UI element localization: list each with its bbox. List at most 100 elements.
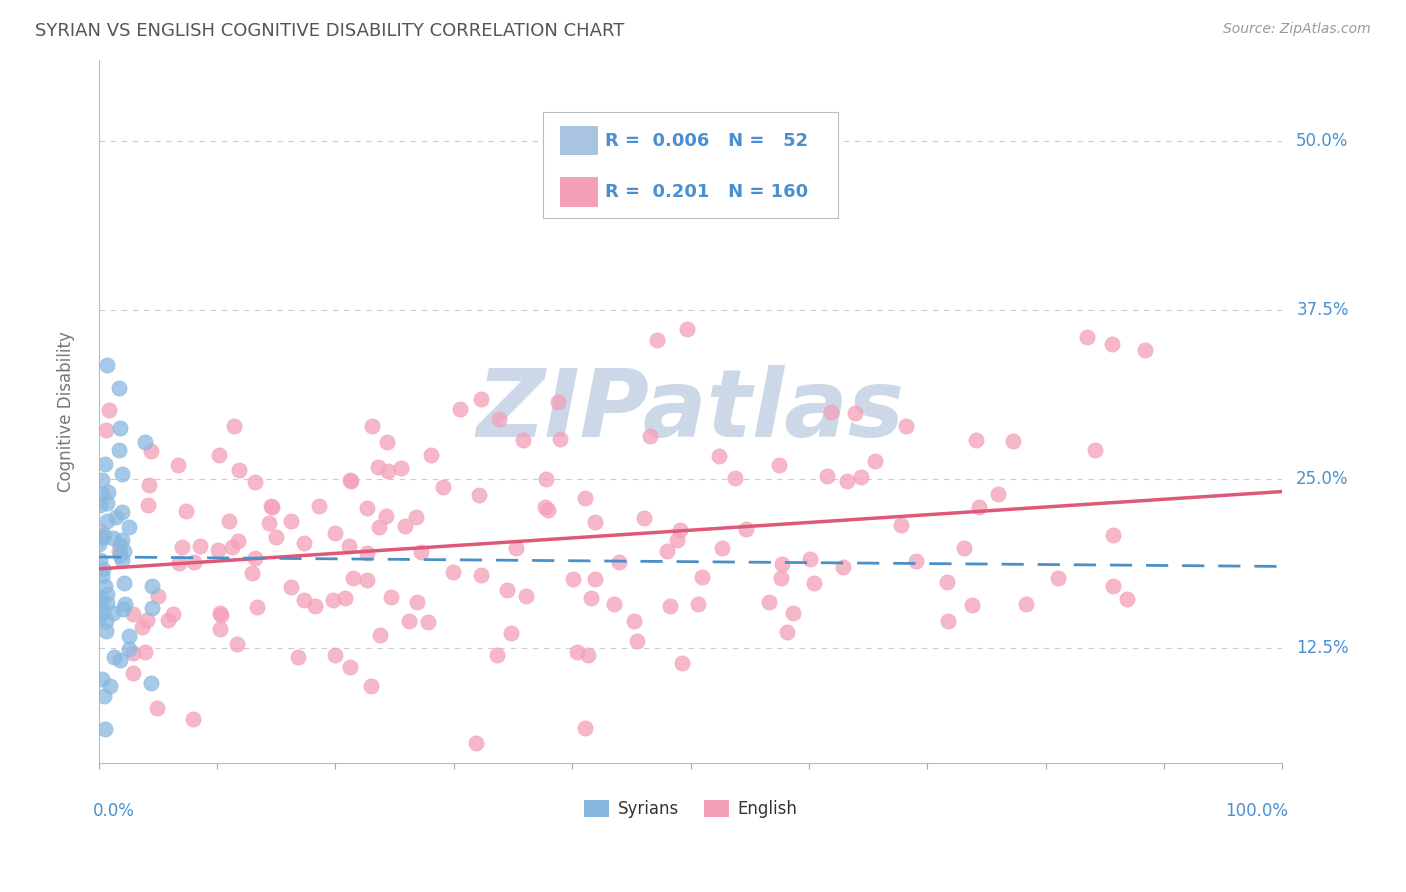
Point xyxy=(96,496,118,510)
Point xyxy=(167,556,190,570)
Point xyxy=(1047,571,1070,585)
FancyBboxPatch shape xyxy=(561,126,598,155)
Point xyxy=(467,488,489,502)
Point xyxy=(114,597,136,611)
Point xyxy=(441,565,464,579)
Point xyxy=(108,443,131,458)
Point xyxy=(138,477,160,491)
Point xyxy=(96,596,118,610)
Point xyxy=(579,591,602,605)
Point xyxy=(243,475,266,489)
Point xyxy=(90,672,112,686)
Point xyxy=(512,433,534,447)
Point xyxy=(323,526,346,541)
Point xyxy=(360,679,382,693)
Point xyxy=(548,432,571,446)
Point xyxy=(110,553,132,567)
Point xyxy=(101,531,124,545)
Point xyxy=(1135,343,1157,358)
Point xyxy=(112,575,135,590)
Point xyxy=(93,689,115,703)
Point xyxy=(94,723,117,737)
Point xyxy=(94,624,117,638)
Point xyxy=(405,509,427,524)
Point xyxy=(377,464,399,478)
Point xyxy=(183,712,205,726)
Point xyxy=(536,503,558,517)
Point xyxy=(449,402,471,417)
Point xyxy=(209,623,232,637)
Point xyxy=(122,646,145,660)
Point xyxy=(1101,336,1123,351)
Point xyxy=(111,601,134,615)
Point xyxy=(470,568,492,582)
Legend: Syrians, English: Syrians, English xyxy=(578,794,804,825)
Point xyxy=(416,615,439,630)
Point xyxy=(246,600,269,615)
Point xyxy=(93,562,115,576)
Point xyxy=(118,641,141,656)
Point xyxy=(260,500,283,514)
Point xyxy=(308,499,330,513)
Point xyxy=(90,569,112,583)
Point xyxy=(89,553,111,567)
Point xyxy=(93,579,115,593)
Point xyxy=(121,607,143,622)
Point xyxy=(768,458,790,473)
Point xyxy=(136,498,159,512)
Point xyxy=(114,543,136,558)
Point xyxy=(1002,434,1025,448)
Point xyxy=(96,358,118,372)
FancyBboxPatch shape xyxy=(561,178,598,207)
Point xyxy=(91,473,114,487)
Point xyxy=(904,554,927,568)
Point xyxy=(368,628,391,642)
Point xyxy=(1116,592,1139,607)
Point xyxy=(139,675,162,690)
Point xyxy=(228,463,250,477)
Point xyxy=(224,418,246,433)
Point xyxy=(688,597,710,611)
Point xyxy=(464,736,486,750)
Point xyxy=(340,474,363,488)
Text: Source: ZipAtlas.com: Source: ZipAtlas.com xyxy=(1223,22,1371,37)
Point xyxy=(647,333,669,347)
Point xyxy=(1076,330,1098,344)
Point xyxy=(776,625,799,640)
Point xyxy=(90,595,112,609)
Point xyxy=(420,448,443,462)
Point xyxy=(398,614,420,628)
Point xyxy=(264,530,287,544)
Point xyxy=(758,595,780,609)
Point xyxy=(90,531,112,545)
Point xyxy=(953,541,976,555)
Point xyxy=(111,467,134,482)
Point xyxy=(626,633,648,648)
Point xyxy=(111,505,134,519)
Point xyxy=(94,424,117,438)
Point xyxy=(505,541,527,555)
Point xyxy=(91,605,114,619)
Point xyxy=(105,510,128,524)
Point xyxy=(207,542,229,557)
Point xyxy=(134,645,156,659)
Point xyxy=(655,544,678,558)
Point xyxy=(323,648,346,662)
Point xyxy=(666,533,689,547)
Point xyxy=(583,515,606,529)
Point xyxy=(576,648,599,662)
Point xyxy=(356,573,378,587)
Point xyxy=(849,470,872,484)
Point xyxy=(97,403,120,417)
Point xyxy=(118,520,141,534)
Point xyxy=(122,665,145,680)
Point xyxy=(110,538,132,552)
Point xyxy=(965,434,987,448)
Point xyxy=(240,566,263,581)
Point xyxy=(633,510,655,524)
Point xyxy=(101,606,124,620)
Point xyxy=(110,548,132,562)
Point xyxy=(658,599,681,613)
Point xyxy=(735,522,758,536)
Point xyxy=(488,412,510,426)
